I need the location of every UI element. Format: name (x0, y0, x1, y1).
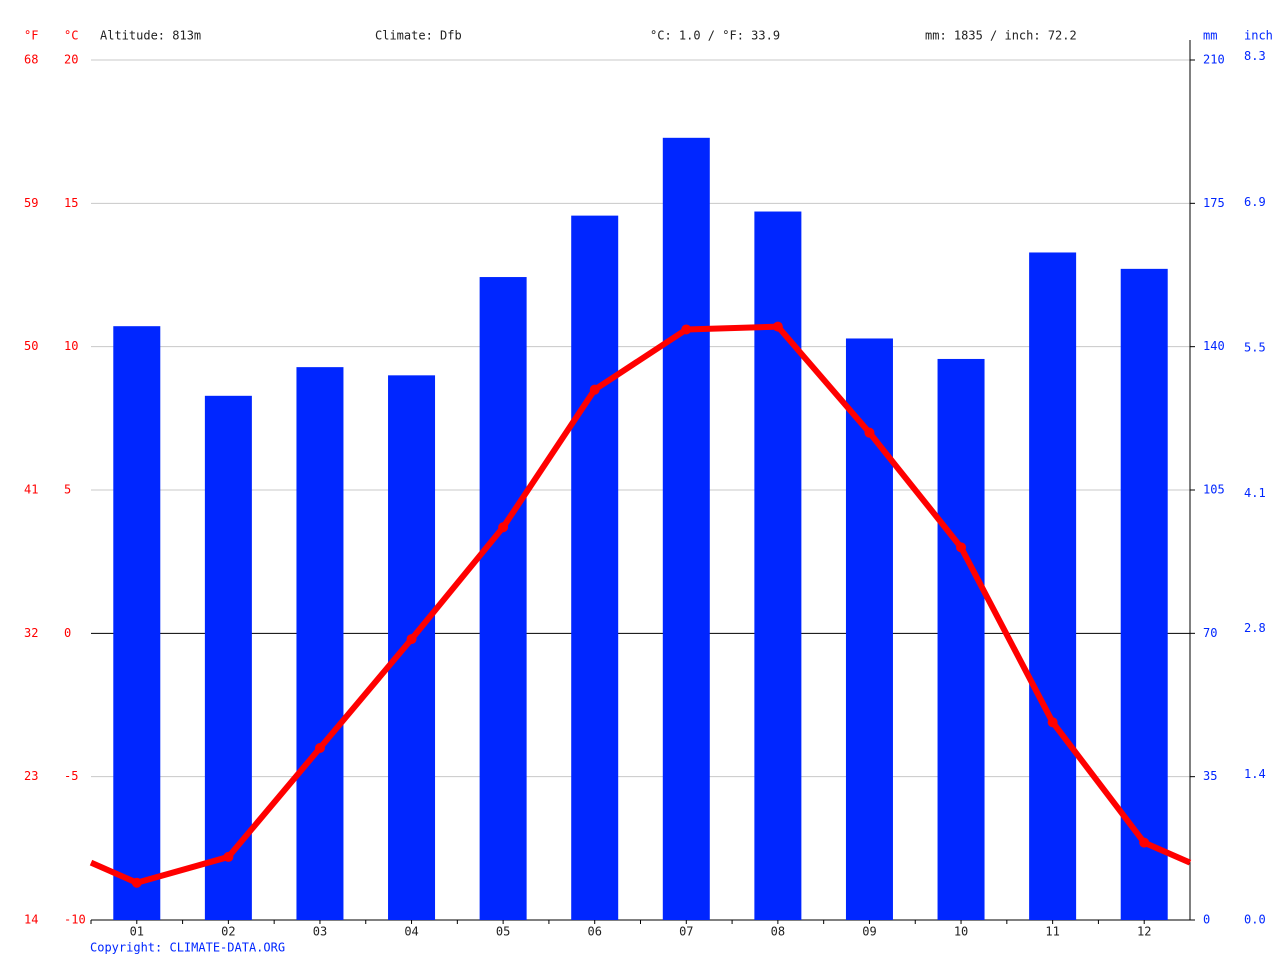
x-tick-label: 11 (1045, 925, 1059, 939)
y2-tick-label: 70 (1203, 626, 1217, 640)
y2-tick-label: 0 (1203, 913, 1210, 927)
temp-point (406, 634, 417, 645)
temp-point (1139, 837, 1150, 848)
y-f-tick-label: 50 (24, 339, 38, 353)
y2-inch-tick-label: 1.4 (1244, 767, 1266, 781)
y2-inch-tick-label: 4.1 (1244, 486, 1266, 500)
y-tick-label: 10 (64, 339, 78, 353)
unit-mm: mm (1203, 29, 1217, 43)
copyright: Copyright: CLIMATE-DATA.ORG (90, 941, 285, 955)
x-tick-label: 04 (404, 925, 418, 939)
y-tick-label: 20 (64, 53, 78, 67)
temp-edge (89, 859, 138, 886)
y-tick-label: 5 (64, 483, 71, 497)
y-tick-label: -5 (64, 769, 78, 783)
x-tick-label: 01 (130, 925, 144, 939)
temp-point (772, 321, 783, 332)
x-tick-label: 03 (313, 925, 327, 939)
temp-point (1047, 717, 1058, 728)
precip-bar (662, 137, 710, 921)
y2-inch-tick-label: 0.0 (1244, 913, 1266, 927)
x-tick-label: 05 (496, 925, 510, 939)
y-f-tick-label: 59 (24, 196, 38, 210)
temp-point (589, 384, 600, 395)
y-f-tick-label: 32 (24, 626, 38, 640)
temp-point (223, 851, 234, 862)
x-tick-label: 12 (1137, 925, 1151, 939)
y-tick-label: 15 (64, 196, 78, 210)
y-tick-label: -10 (64, 913, 86, 927)
x-tick-label: 10 (954, 925, 968, 939)
temp-point (681, 324, 692, 335)
y2-inch-tick-label: 6.9 (1244, 195, 1266, 209)
y2-inch-tick-label: 2.8 (1244, 621, 1266, 635)
temp-point (498, 522, 509, 533)
temp-point (314, 743, 325, 753)
x-tick-label: 09 (862, 925, 876, 939)
precip-bar (937, 358, 985, 920)
precip-bar (388, 375, 436, 920)
y-f-tick-label: 68 (24, 53, 38, 67)
precip-bar (479, 277, 527, 920)
precip-bar (754, 211, 802, 920)
y-tick-label: 0 (64, 626, 71, 640)
temp-line (135, 323, 1147, 886)
precip-bar (571, 215, 619, 921)
unit-inch: inch (1244, 29, 1273, 43)
y2-tick-label: 35 (1203, 769, 1217, 783)
temp-point (864, 427, 875, 438)
precip-bar (204, 395, 252, 920)
y2-inch-tick-label: 8.3 (1244, 49, 1266, 63)
altitude: Altitude: 813m (100, 29, 201, 43)
precip-bar (113, 326, 161, 920)
climate: Climate: Dfb (375, 29, 462, 43)
x-tick-label: 02 (221, 925, 235, 939)
y2-tick-label: 105 (1203, 483, 1225, 497)
temp-point (131, 877, 142, 888)
x-tick-label: 06 (587, 925, 601, 939)
precip-bar (1029, 252, 1077, 920)
y2-tick-label: 140 (1203, 339, 1225, 353)
y2-tick-label: 210 (1203, 53, 1225, 67)
precip-bar (296, 367, 344, 921)
y-f-tick-label: 41 (24, 483, 38, 497)
precip-bar (845, 338, 893, 920)
x-tick-label: 08 (771, 925, 785, 939)
x-tick-label: 07 (679, 925, 693, 939)
avg-temp: °C: 1.0 / °F: 33.9 (650, 29, 780, 43)
y-f-tick-label: 14 (24, 913, 38, 927)
precip-total: mm: 1835 / inch: 72.2 (925, 29, 1077, 43)
temp-point (956, 542, 967, 553)
temp-edge (1143, 839, 1192, 866)
y-f-tick-label: 23 (24, 769, 38, 783)
unit-f: °F (24, 29, 38, 43)
y2-inch-tick-label: 5.5 (1244, 340, 1266, 354)
precip-bar (1120, 268, 1168, 920)
unit-c: °C (64, 29, 78, 43)
y2-tick-label: 175 (1203, 196, 1225, 210)
